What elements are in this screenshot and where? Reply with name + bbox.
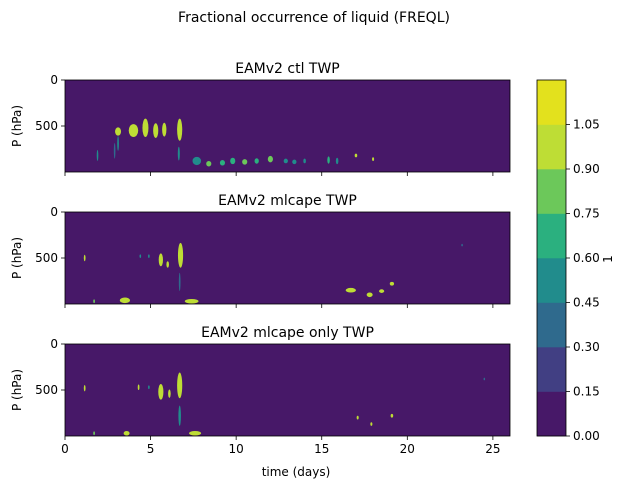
data-feature: [345, 287, 356, 293]
data-feature: [123, 430, 130, 436]
y-tick-label: 0: [50, 337, 58, 351]
data-feature: [162, 122, 167, 137]
data-feature: [356, 415, 359, 420]
data-feature: [192, 156, 202, 166]
colorbar-tick-label: 0.45: [573, 296, 600, 310]
x-tick-label: 5: [147, 442, 155, 456]
data-feature: [177, 372, 183, 399]
data-feature: [83, 254, 86, 262]
colorbar-segment: [537, 124, 566, 170]
panel-background: [65, 212, 510, 304]
data-feature: [148, 385, 150, 390]
panel-1: EAMv2 ctl TWP 0 500 P (hPa): [10, 61, 511, 176]
data-feature: [267, 155, 273, 163]
data-feature: [283, 158, 288, 164]
colorbar-segment: [537, 169, 566, 214]
data-feature: [335, 157, 339, 165]
figure-suptitle: Fractional occurrence of liquid (FREQL): [178, 10, 450, 26]
data-feature: [219, 160, 226, 166]
data-feature: [148, 254, 150, 258]
data-feature: [327, 156, 330, 164]
data-feature: [96, 149, 99, 161]
colorbar-tick-label: 0.90: [573, 162, 600, 176]
data-feature: [189, 430, 202, 436]
data-feature: [177, 146, 180, 161]
data-feature: [206, 160, 212, 167]
data-feature: [389, 281, 395, 286]
colorbar-segment: [537, 213, 566, 259]
data-feature: [137, 384, 140, 390]
colorbar-segment: [537, 80, 566, 125]
x-tick-label: 10: [229, 442, 244, 456]
data-feature: [354, 153, 358, 158]
data-feature: [83, 384, 86, 392]
colorbar-tick-label: 0.00: [573, 429, 600, 443]
colorbar-tick-label: 0.60: [573, 251, 600, 265]
data-feature: [390, 413, 394, 418]
data-feature: [166, 261, 169, 268]
x-axis-label: time (days): [262, 465, 331, 479]
data-feature: [178, 272, 181, 292]
y-tick-label: 500: [35, 119, 58, 133]
data-feature: [461, 243, 463, 247]
data-feature: [366, 292, 373, 298]
panel-title: EAMv2 ctl TWP: [235, 61, 340, 77]
data-feature: [242, 159, 248, 165]
panel-title: EAMv2 mlcape TWP: [218, 193, 357, 209]
colorbar-tick-label: 1.05: [573, 118, 600, 132]
x-tick-label: 20: [400, 442, 415, 456]
y-axis-label: P (hPa): [10, 105, 24, 147]
data-feature: [178, 405, 181, 426]
colorbar-segment: [537, 258, 566, 303]
data-feature: [158, 384, 164, 400]
data-feature: [93, 299, 95, 304]
colorbar-segment: [537, 347, 566, 392]
y-axis-label: P (hPa): [10, 369, 24, 411]
data-feature: [115, 127, 122, 136]
data-feature: [303, 158, 306, 164]
data-feature: [379, 289, 385, 293]
data-feature: [177, 242, 184, 268]
colorbar-label: 1: [601, 255, 615, 263]
panel-3: EAMv2 mlcape only TWP 0 500 P (hPa) 0 5 10 15 20…: [10, 325, 511, 456]
y-axis-label: P (hPa): [10, 237, 24, 279]
data-feature: [168, 389, 171, 398]
data-feature: [93, 431, 95, 436]
x-tick-label: 0: [61, 442, 69, 456]
data-feature: [117, 136, 119, 151]
colorbar: 0.00 0.15 0.30 0.45 0.60 0.75 0.90 1.05: [536, 79, 600, 443]
data-feature: [142, 118, 149, 138]
data-feature: [153, 123, 159, 138]
data-feature: [177, 118, 183, 141]
panel-background: [65, 344, 510, 436]
x-tick-label: 25: [485, 442, 500, 456]
data-feature: [113, 143, 116, 159]
colorbar-segment: [537, 302, 566, 348]
panel-title: EAMv2 mlcape only TWP: [201, 325, 374, 341]
panel-2: EAMv2 mlcape TWP 0 500 P (hPa): [10, 193, 511, 308]
colorbar-tick-label: 0.30: [573, 340, 600, 354]
data-feature: [483, 377, 486, 381]
data-feature: [128, 124, 139, 138]
y-tick-label: 500: [35, 251, 58, 265]
y-tick-label: 0: [50, 73, 58, 87]
data-feature: [372, 157, 375, 161]
data-feature: [119, 297, 131, 304]
data-feature: [139, 254, 142, 258]
y-tick-label: 500: [35, 383, 58, 397]
colorbar-segment: [537, 391, 566, 437]
y-tick-label: 0: [50, 205, 58, 219]
data-feature: [158, 253, 163, 267]
colorbar-tick-label: 0.75: [573, 207, 600, 221]
data-feature: [370, 422, 373, 426]
panel-background: [65, 80, 510, 172]
data-feature: [230, 157, 236, 165]
colorbar-tick-label: 0.15: [573, 385, 600, 399]
data-feature: [254, 158, 259, 164]
data-feature: [184, 298, 199, 304]
x-tick-label: 15: [314, 442, 329, 456]
data-feature: [292, 159, 297, 165]
